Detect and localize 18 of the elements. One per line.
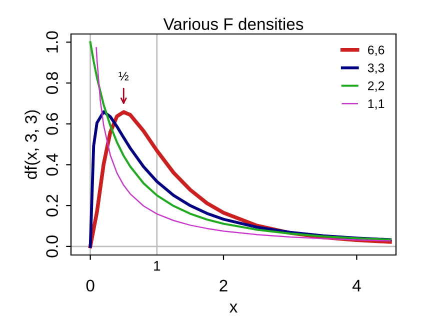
x-tick-label: 4 bbox=[352, 280, 361, 292]
y-tick-label: 0.8 bbox=[46, 72, 58, 94]
chart-title: Various F densities bbox=[163, 18, 304, 30]
x-tick-label: 0 bbox=[86, 280, 94, 292]
legend-label: 3,3 bbox=[368, 63, 384, 74]
x-tick-label: 2 bbox=[220, 280, 228, 292]
ref-line-label: 1 bbox=[154, 261, 160, 271]
y-tick-label: 0.0 bbox=[46, 235, 58, 258]
x-axis-title: x bbox=[230, 304, 238, 312]
legend-label: 2,2 bbox=[368, 81, 384, 92]
annotation: ½ bbox=[118, 72, 128, 80]
y-tick-label: 0.2 bbox=[46, 194, 58, 217]
y-tick-label: 1.0 bbox=[46, 31, 58, 52]
legend-label: 6,6 bbox=[368, 46, 384, 56]
y-axis-title: df(x, 3, 3) bbox=[24, 110, 40, 179]
legend-label: 1,1 bbox=[368, 99, 384, 110]
y-tick-label: 0.6 bbox=[46, 113, 58, 135]
y-tick-label: 0.4 bbox=[46, 154, 58, 176]
